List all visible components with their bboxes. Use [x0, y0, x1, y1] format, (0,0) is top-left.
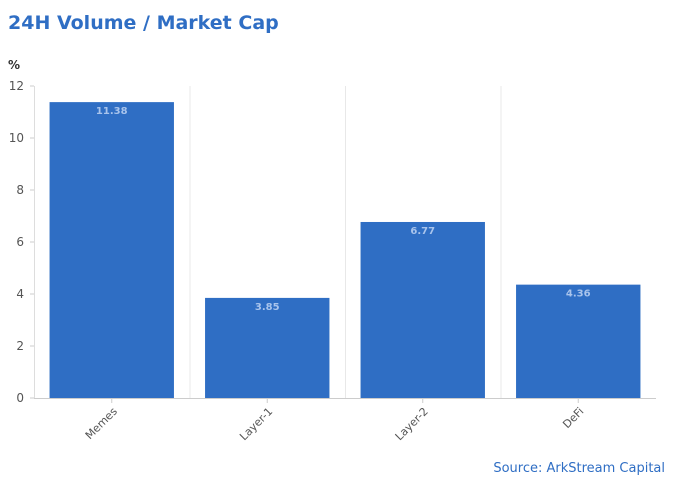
chart-title: 24H Volume / Market Cap: [8, 12, 279, 34]
y-tick-label: 6: [16, 235, 24, 249]
bar-defi: [516, 284, 641, 398]
y-tick-label: 2: [16, 339, 24, 353]
y-tick-label: 0: [16, 391, 24, 405]
grid-lines: [189, 86, 502, 398]
y-axis-unit: %: [8, 58, 21, 72]
y-tick-label: 8: [16, 183, 24, 197]
bar-memes: [49, 102, 174, 399]
y-tick-label: 4: [16, 287, 24, 301]
bars: [49, 102, 641, 399]
source-credit: Source: ArkStream Capital: [493, 461, 665, 476]
x-axis: Memes Layer-1 Layer-2 DeFi: [34, 398, 656, 443]
bar-layer-1: [205, 297, 330, 398]
y-tick-label: 12: [9, 79, 24, 93]
data-label: 4.36: [566, 289, 591, 300]
data-label: 3.85: [255, 302, 280, 313]
y-axis: 0 2 4 6 8 10 12: [9, 79, 35, 405]
x-tick-label: Layer-1: [237, 405, 275, 443]
y-tick-label: 10: [9, 131, 24, 145]
data-label: 11.38: [96, 106, 128, 117]
data-label: 6.77: [410, 226, 435, 237]
x-tick-label: Layer-2: [393, 405, 431, 443]
x-tick-label: DeFi: [560, 405, 586, 431]
x-tick-label: Memes: [83, 405, 120, 442]
bar-layer-2: [360, 221, 485, 398]
data-labels: 11.38 3.85 6.77 4.36: [96, 106, 591, 313]
